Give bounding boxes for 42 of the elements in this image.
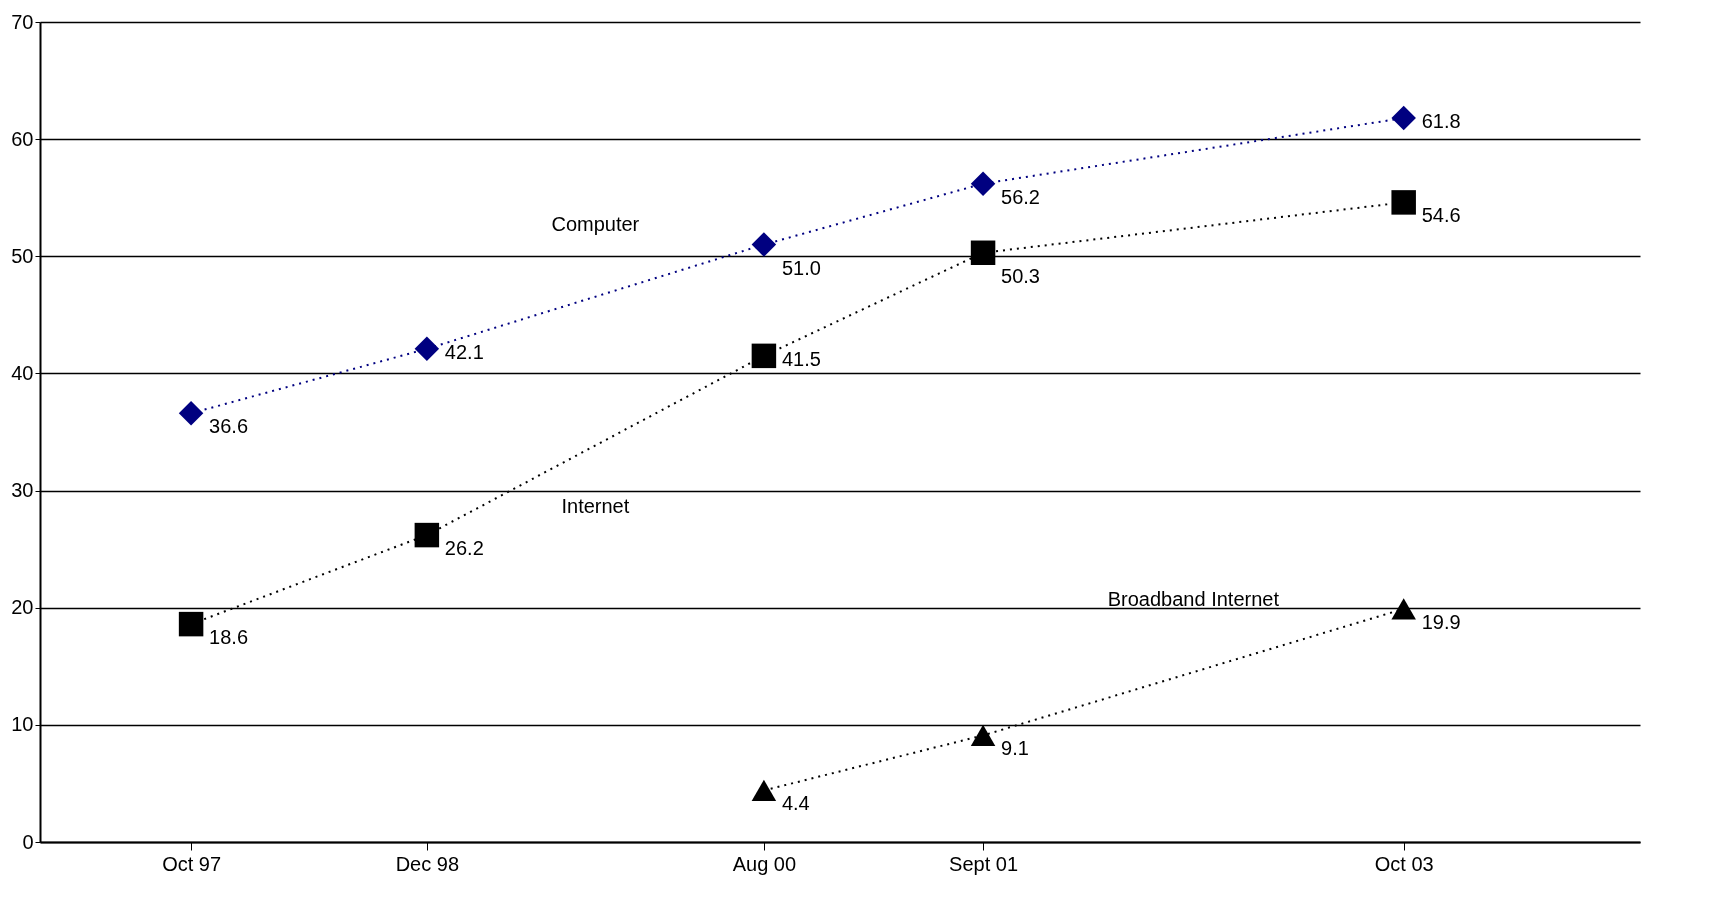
- y-tick-label: 70: [11, 10, 34, 33]
- point: [970, 724, 996, 747]
- y-tick-label: 0: [22, 830, 34, 853]
- data-label: 4.4: [781, 792, 810, 815]
- y-tick-label: 50: [11, 244, 34, 267]
- point: [178, 611, 204, 637]
- series-label: Broadband Internet: [1107, 588, 1280, 611]
- x-tick-label: Oct 03: [1374, 852, 1434, 875]
- point: [414, 336, 440, 362]
- data-label: 9.1: [1001, 737, 1029, 760]
- point: [1391, 598, 1416, 620]
- data-label: 18.6: [209, 626, 249, 649]
- point: [414, 522, 440, 548]
- data-label: 50.3: [1001, 264, 1040, 287]
- x-tick-label: Aug 00: [732, 852, 797, 875]
- point: [178, 401, 204, 426]
- x-tick-label: Dec 98: [395, 852, 460, 875]
- y-tick-label: 10: [11, 713, 34, 736]
- point: [1391, 190, 1416, 215]
- point: [751, 779, 777, 802]
- x-tick-label: Oct 97: [162, 852, 222, 875]
- y-tick-label: 20: [11, 596, 34, 619]
- point: [751, 232, 777, 257]
- point: [970, 240, 996, 266]
- text: Computer: [551, 212, 640, 235]
- data-label: 36.6: [209, 415, 249, 438]
- data-label: 51.0: [781, 256, 821, 279]
- y-tick-label: 30: [11, 479, 34, 502]
- data-label: 42.1: [444, 340, 484, 363]
- data-label: 54.6: [1421, 204, 1461, 227]
- data-label: 56.2: [1001, 185, 1040, 208]
- point: [1391, 105, 1416, 131]
- y-tick-label: 40: [11, 361, 34, 384]
- data-label: 26.2: [444, 537, 484, 560]
- y-tick-label: 60: [11, 127, 34, 150]
- series-label: Internet: [561, 495, 630, 518]
- x-tick-label: Sept 01: [949, 852, 1019, 875]
- data-label: 61.8: [1421, 110, 1461, 133]
- data-label: 19.9: [1421, 610, 1461, 633]
- point: [751, 343, 777, 369]
- data-label: 41.5: [781, 347, 821, 370]
- point: [970, 171, 996, 196]
